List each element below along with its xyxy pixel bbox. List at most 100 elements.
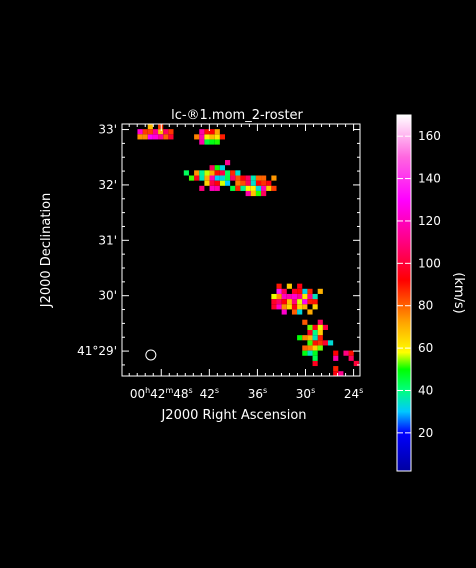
plot-frame	[121, 123, 361, 377]
data-pixel-cluster-2	[204, 170, 210, 176]
data-pixel-cluster-0	[158, 124, 164, 130]
data-pixel-cluster-3	[235, 180, 241, 186]
data-pixel-cluster-5	[307, 330, 313, 336]
data-pixel-cluster-4	[291, 309, 298, 315]
data-pixel-cluster-6	[343, 350, 349, 356]
data-pixel-cluster-2	[219, 175, 225, 181]
colorbar-tick-label-60: 60	[418, 341, 433, 355]
colorbar-tick-label-20: 20	[418, 426, 433, 440]
data-pixel-cluster-3	[240, 180, 246, 186]
data-pixel-cluster-5	[302, 345, 308, 351]
data-pixel-cluster-4	[312, 304, 318, 310]
colorbar-tick-label-140: 140	[418, 172, 441, 186]
data-pixel-cluster-0	[142, 134, 148, 140]
data-pixel-cluster-4	[291, 304, 298, 310]
data-pixel-cluster-3	[235, 185, 241, 191]
data-pixel-cluster-2	[204, 175, 210, 181]
data-pixel-cluster-5	[302, 350, 308, 356]
data-pixel-cluster-2	[214, 185, 220, 191]
data-pixel-cluster-2	[219, 165, 225, 171]
data-pixel-cluster-4	[271, 299, 277, 305]
data-pixel-cluster-2	[235, 170, 241, 176]
chart-title: lc-®1.mom_2-roster	[171, 108, 303, 123]
data-pixel-cluster-5	[307, 335, 313, 341]
data-pixel-cluster-3	[261, 175, 267, 181]
data-pixel-cluster-4	[302, 293, 308, 300]
data-pixel-cluster-6	[338, 371, 344, 376]
data-pixel-cluster-0	[147, 124, 153, 130]
data-pixel-cluster-3	[261, 185, 267, 191]
data-pixel-cluster-5	[312, 324, 318, 330]
x-axis-label: J2000 Right Ascension	[160, 408, 306, 423]
data-pixel-cluster-6	[333, 355, 339, 361]
data-pixel-cluster-4	[286, 304, 292, 310]
x-tick-label-1: 42s	[200, 386, 219, 401]
data-pixel-cluster-5	[302, 319, 308, 325]
data-pixel-cluster-2	[230, 185, 236, 191]
y-axis-label: J2000 Declination	[39, 193, 54, 309]
data-pixel-cluster-4	[302, 299, 308, 305]
data-pixel-cluster-5	[312, 335, 318, 341]
y-tick-label-4: 41°29'	[77, 344, 117, 358]
colorbar	[396, 114, 412, 472]
data-pixel-cluster-1	[214, 134, 220, 140]
data-pixel-cluster-4	[281, 288, 287, 294]
data-pixel-cluster-3	[255, 190, 262, 197]
data-pixel-cluster-1	[209, 139, 215, 145]
data-pixel-cluster-0	[158, 134, 164, 140]
data-pixel-cluster-5	[302, 335, 308, 341]
data-pixel-cluster-5	[307, 324, 313, 330]
data-pixel-cluster-4	[297, 304, 303, 310]
data-pixel-cluster-5	[312, 345, 318, 351]
data-pixel-cluster-3	[245, 190, 251, 197]
data-pixel-cluster-4	[307, 293, 313, 300]
data-pixel-cluster-4	[276, 283, 282, 289]
data-pixel-cluster-2	[225, 160, 231, 166]
data-pixel-cluster-4	[281, 299, 287, 305]
data-pixel-cluster-4	[297, 283, 303, 289]
data-pixel-cluster-2	[219, 170, 225, 176]
data-pixel-cluster-6	[333, 366, 339, 372]
data-pixel-cluster-1	[209, 134, 215, 140]
y-axis-ticks	[122, 129, 360, 366]
x-tick-label-3: 30s	[296, 386, 315, 401]
data-pixel-cluster-0	[163, 134, 169, 140]
data-pixel-cluster-2	[214, 165, 220, 171]
data-pixel-cluster-5	[317, 324, 323, 330]
data-pixel-cluster-6	[333, 371, 339, 376]
data-pixel-cluster-2	[219, 180, 225, 186]
data-pixel-cluster-3	[250, 180, 256, 186]
data-pixel-cluster-1	[204, 139, 210, 145]
data-pixel-cluster-3	[266, 180, 272, 186]
data-pixel-cluster-4	[291, 293, 298, 300]
data-pixel-cluster-3	[245, 175, 251, 181]
data-pixel-cluster-4	[312, 299, 318, 305]
data-pixel-cluster-2	[188, 175, 195, 181]
data-pixel-cluster-0	[152, 134, 159, 140]
data-pixel-cluster-0	[152, 129, 159, 135]
colorbar-tick-label-160: 160	[418, 129, 441, 143]
data-pixel-cluster-0	[163, 129, 169, 135]
data-pixel-cluster-4	[271, 304, 277, 310]
data-pixel-cluster-0	[137, 134, 143, 140]
data-pixel-cluster-2	[214, 175, 220, 181]
x-tick-label-4: 24s	[344, 386, 363, 401]
data-pixel-cluster-2	[225, 180, 231, 186]
data-pixel-cluster-5	[297, 335, 303, 341]
y-tick-label-1: 32'	[98, 178, 117, 192]
data-pixel-cluster-2	[194, 170, 200, 176]
data-pixel-cluster-5	[317, 319, 323, 325]
colorbar-ticks	[397, 135, 411, 434]
data-pixel-cluster-2	[199, 185, 205, 191]
data-pixel-cluster-4	[286, 299, 292, 305]
data-pixel-cluster-2	[209, 180, 215, 186]
data-pixel-cluster-4	[297, 309, 303, 315]
data-pixel-cluster-3	[255, 185, 262, 191]
data-pixel-cluster-2	[204, 180, 210, 186]
data-pixel-cluster-5	[312, 350, 318, 356]
y-tick-label-2: 31'	[98, 233, 117, 247]
data-pixel-cluster-1	[219, 134, 225, 140]
pixel-layer	[137, 124, 359, 376]
data-pixel-cluster-2	[230, 175, 236, 181]
